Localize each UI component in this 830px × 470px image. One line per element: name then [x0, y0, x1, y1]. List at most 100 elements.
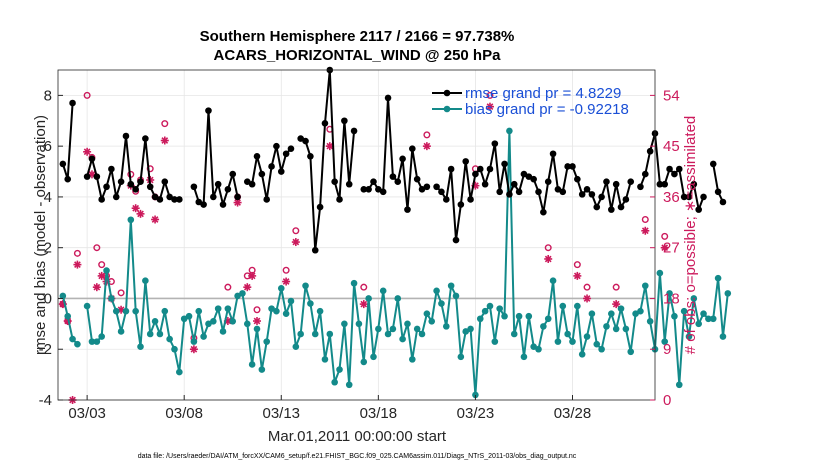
rmse-point [253, 153, 261, 160]
bias-point [404, 320, 411, 328]
assimilated-marker [243, 283, 252, 292]
rmse-point [719, 198, 727, 206]
assimilated-marker [160, 136, 169, 145]
rmse-point [520, 170, 528, 178]
bias-point [467, 325, 474, 333]
rmse-point [132, 186, 139, 193]
bias-point [370, 353, 377, 361]
bias-line [61, 295, 79, 345]
bias-point [705, 315, 712, 323]
assimilated-marker [73, 260, 82, 269]
bias-point [452, 292, 460, 300]
bias-point [156, 330, 164, 338]
rmse-point [214, 180, 222, 188]
rmse-point [311, 246, 319, 254]
bias-point [695, 320, 702, 328]
bias-point [273, 307, 280, 315]
bias-point [418, 330, 426, 338]
rmse-point [491, 140, 499, 147]
rmse-point [365, 186, 372, 193]
plot-area [58, 70, 655, 400]
rmse-point [307, 153, 314, 160]
bias-point [637, 307, 644, 315]
bias-point [176, 368, 183, 376]
plot-frame [57, 69, 656, 401]
rmse-point [151, 193, 159, 201]
possible-marker [282, 266, 290, 274]
bias-point [481, 307, 489, 315]
rmse-point [350, 127, 358, 135]
bias-point [719, 333, 727, 340]
rmse-point [700, 193, 707, 201]
rmse-point [525, 173, 533, 180]
bias-point [151, 318, 159, 325]
bias-point [472, 391, 479, 399]
bias-point [311, 330, 319, 338]
bias-point [608, 310, 615, 317]
rmse-point [617, 203, 625, 211]
possible-marker [661, 232, 669, 240]
y-right-axis-label: # of obs: o=possible; ∗=assimilated [682, 116, 699, 355]
bias-point [724, 290, 732, 297]
rmse-point [360, 186, 368, 193]
bias-point [229, 318, 237, 325]
rmse-point [108, 165, 115, 173]
rmse-point [535, 188, 542, 196]
rmse-point [515, 188, 523, 196]
rmse-point [277, 168, 285, 175]
bias-point [117, 328, 125, 335]
chart-title: Southern Hemisphere 2117 / 2166 = 97.738… [200, 28, 515, 45]
rmse-point [302, 137, 309, 145]
legend-bias-label: bias grand pr = -0.92218 [465, 101, 629, 118]
assimilated-marker [291, 238, 300, 247]
bias-point [544, 315, 552, 323]
rmse-point [695, 206, 702, 213]
bias-point [603, 323, 610, 330]
bias-point [263, 338, 271, 345]
rmse-point [103, 183, 110, 191]
rmse-point [195, 198, 203, 206]
rmse-point [394, 178, 402, 185]
bias-point [166, 335, 173, 343]
bias-point [59, 292, 67, 300]
rmse-point [418, 186, 426, 193]
bias-point [88, 338, 96, 345]
possible-marker [161, 120, 169, 128]
bias-point [442, 323, 450, 330]
bias-point [214, 305, 222, 312]
bias-point [375, 325, 382, 333]
rmse-point [210, 193, 217, 201]
bias-series [59, 127, 732, 399]
assimilated-marker [253, 317, 261, 326]
possible-marker [292, 227, 300, 235]
possible-marker [544, 244, 552, 252]
bias-point [423, 310, 431, 317]
bias-point [709, 315, 717, 323]
bias-point [476, 315, 484, 323]
rmse-point [413, 175, 421, 183]
possible-marker [253, 306, 261, 314]
bias-point [666, 290, 673, 297]
assimilated-marker [544, 254, 553, 263]
bias-point [583, 333, 591, 340]
bias-point [617, 305, 625, 312]
rmse-point [316, 203, 324, 211]
rmse-point [205, 107, 212, 114]
y-tick-label: 4 [44, 189, 52, 206]
rmse-point [176, 196, 183, 203]
y-tick-label: 0 [44, 290, 52, 307]
bias-point [243, 320, 251, 328]
rmse-point [709, 160, 717, 168]
legend-rmse-label: rmse grand pr = 4.8229 [465, 85, 621, 102]
bias-point [195, 307, 203, 315]
rmse-point [554, 186, 562, 193]
rmse-point [345, 180, 353, 188]
bias-point [540, 323, 547, 330]
bias-point [627, 348, 635, 356]
assimilated-marker [641, 226, 650, 235]
y-tick-label: 2 [44, 240, 52, 257]
bias-point [399, 335, 406, 343]
bias-point [598, 345, 605, 353]
bias-point [428, 318, 436, 325]
rmse-point [98, 196, 105, 203]
